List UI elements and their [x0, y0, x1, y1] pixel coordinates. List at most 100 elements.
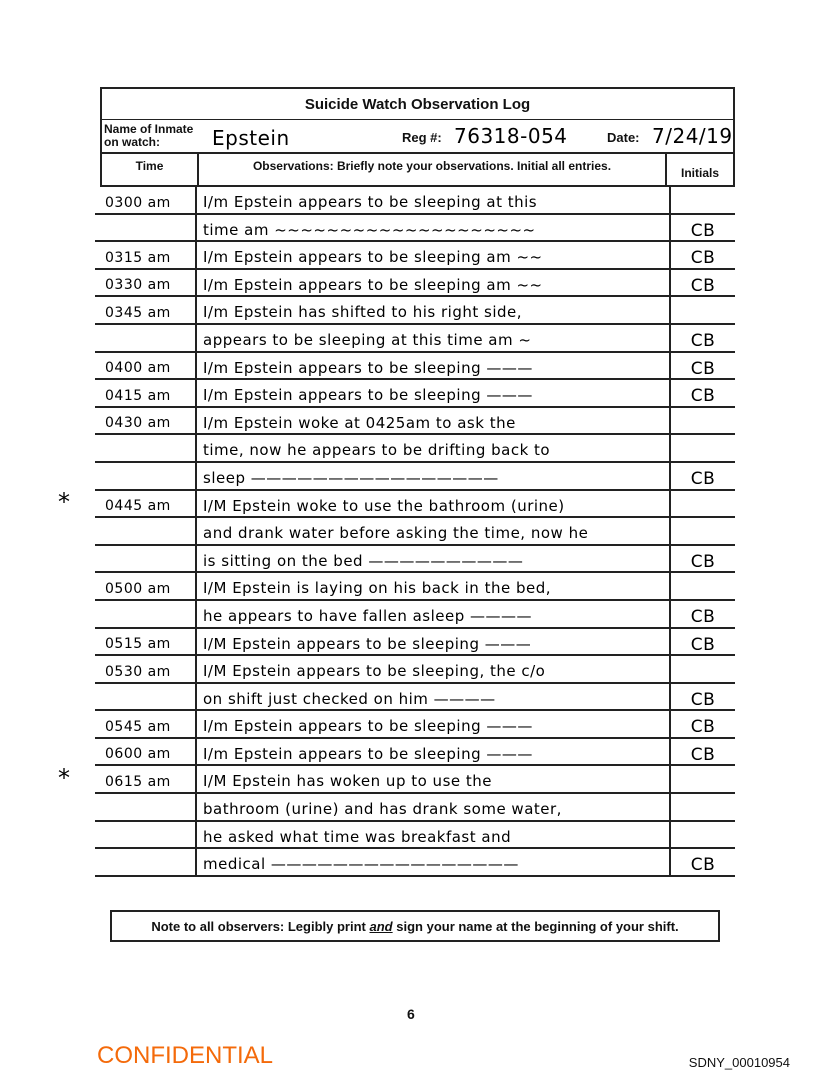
bates-number: SDNY_00010954 — [688, 1055, 790, 1070]
table-row: medical ———————————————— CB — [95, 849, 735, 877]
initials-cell: CB — [671, 739, 735, 765]
date-value: 7/24/19 — [652, 124, 733, 148]
page-number: 6 — [407, 1006, 415, 1022]
observation-text: I/m Epstein appears to be sleeping ——— — [203, 358, 533, 377]
observation-text: I/m Epstein woke at 0425am to ask the — [203, 413, 516, 432]
time-value: 0500 am — [105, 580, 171, 597]
table-row: appears to be sleeping at this time am ~… — [95, 324, 735, 353]
initials-value: CB — [690, 248, 716, 269]
time-cell: 0500 am — [95, 573, 195, 599]
name-label: Name of Inmate on watch: — [104, 123, 193, 149]
initials-cell — [671, 822, 735, 848]
initials-cell: CB — [671, 353, 735, 379]
observation-text: appears to be sleeping at this time am ~ — [203, 330, 532, 349]
observation-text: is sitting on the bed —————————— — [203, 551, 524, 570]
initials-value: CB — [690, 634, 716, 655]
observation-text: medical ———————————————— — [203, 855, 519, 874]
inmate-info-row: Name of Inmate on watch: Epstein Reg #: … — [100, 120, 735, 154]
log-rows: 0300 am I/m Epstein appears to be sleepin… — [58, 187, 735, 877]
observation-text: I/M Epstein has woken up to use the — [203, 772, 492, 791]
observation-cell: I/m Epstein appears to be sleeping ——— — [195, 738, 671, 765]
observation-cell: I/m Epstein appears to be sleeping ——— — [195, 711, 671, 737]
observation-cell: is sitting on the bed —————————— — [195, 545, 671, 572]
initials-cell: CB — [671, 215, 735, 241]
initials-cell: CB — [671, 601, 735, 627]
initials-cell: CB — [671, 684, 735, 710]
observation-text: I/m Epstein appears to be sleeping ——— — [203, 717, 533, 736]
initials-cell — [671, 435, 735, 461]
observation-cell: I/m Epstein appears to be sleeping ——— — [195, 380, 671, 406]
time-value: 0400 am — [105, 360, 171, 377]
table-row: 0315 am I/m Epstein appears to be sleepin… — [95, 242, 735, 270]
observation-text: on shift just checked on him ———— — [203, 689, 496, 708]
observation-cell: he asked what time was breakfast and — [195, 821, 671, 848]
form-title: Suicide Watch Observation Log — [100, 87, 735, 120]
time-cell: 0300 am — [95, 187, 195, 213]
time-cell — [95, 822, 195, 848]
time-cell — [95, 684, 195, 710]
table-row: 0515 am I/M Epstein appears to be sleepin… — [95, 628, 735, 657]
time-cell — [95, 546, 195, 572]
initials-cell — [671, 766, 735, 792]
observation-text: I/m Epstein appears to be sleeping am ~~ — [203, 248, 543, 267]
initials-cell — [671, 573, 735, 599]
table-row: 0530 am I/M Epstein appears to be sleepin… — [95, 656, 735, 684]
initials-cell: CB — [671, 463, 735, 489]
initials-value: CB — [690, 220, 716, 241]
time-cell: 0330 am — [95, 270, 195, 296]
initials-value: CB — [690, 744, 716, 765]
date-label: Date: — [607, 130, 640, 145]
col-initials-header: Initials — [680, 166, 719, 180]
table-row: 0500 am I/M Epstein is laying on his back… — [95, 573, 735, 601]
table-row: and drank water before asking the time, … — [95, 518, 735, 546]
table-row: 0415 am I/m Epstein appears to be sleepin… — [95, 380, 735, 408]
observation-cell: I/M Epstein appears to be sleeping, the … — [195, 656, 671, 682]
initials-value: CB — [690, 855, 716, 876]
inmate-name: Epstein — [212, 126, 290, 150]
time-cell: 0315 am — [95, 242, 195, 268]
time-cell: 0515 am — [95, 629, 195, 655]
observation-cell: I/m Epstein has shifted to his right sid… — [195, 297, 671, 323]
observation-cell: I/m Epstein woke at 0425am to ask the — [195, 407, 671, 434]
observation-cell: I/M Epstein has woken up to use the — [195, 766, 671, 793]
observation-text: he asked what time was breakfast and — [203, 827, 512, 846]
table-row: 0300 am I/m Epstein appears to be sleepin… — [95, 187, 735, 215]
observation-text: I/m Epstein appears to be sleeping at th… — [203, 193, 538, 211]
table-row: * 0445 am I/M Epstein woke to use the bath… — [58, 488, 735, 519]
initials-value: CB — [690, 551, 716, 572]
initials-cell: CB — [671, 546, 735, 572]
observation-cell: appears to be sleeping at this time am ~ — [195, 324, 671, 351]
time-cell: * 0445 am — [58, 488, 195, 516]
observation-text: I/M Epstein is laying on his back in the… — [203, 579, 551, 598]
reg-number: 76318-054 — [454, 124, 568, 148]
time-cell — [95, 849, 195, 875]
observation-cell: I/M Epstein woke to use the bathroom (ur… — [195, 490, 671, 517]
table-row: * 0615 am I/M Epstein has woken up to use … — [58, 764, 735, 795]
observation-cell: and drank water before asking the time, … — [195, 518, 671, 544]
observation-text: I/M Epstein appears to be sleeping, the … — [203, 662, 546, 681]
initials-cell — [671, 408, 735, 434]
table-row: sleep ———————————————— CB — [95, 462, 735, 491]
table-row: is sitting on the bed —————————— CB — [95, 545, 735, 574]
observation-text: time, now he appears to be drifting back… — [203, 441, 551, 460]
time-value: 0300 am — [105, 194, 171, 211]
observation-cell: I/m Epstein appears to be sleeping at th… — [195, 187, 671, 213]
initials-value: CB — [690, 468, 716, 489]
table-row: he asked what time was breakfast and — [95, 821, 735, 850]
initials-cell: CB — [671, 711, 735, 737]
time-cell: 0400 am — [95, 353, 195, 379]
asterisk-mark: * — [58, 764, 71, 793]
time-cell: 0530 am — [95, 656, 195, 682]
time-value: 0430 am — [105, 415, 171, 432]
time-value: 0445 am — [105, 498, 171, 515]
time-cell — [95, 435, 195, 461]
table-row: time am ~~~~~~~~~~~~~~~~~~~~ CB — [95, 214, 735, 243]
time-cell: 0345 am — [95, 297, 195, 323]
table-row: 0330 am I/m Epstein appears to be sleepin… — [95, 269, 735, 298]
time-cell: 0600 am — [95, 739, 195, 765]
table-row: 0430 am I/m Epstein woke at 0425am to ask… — [95, 407, 735, 436]
observation-cell: medical ———————————————— — [195, 849, 671, 875]
observation-cell: on shift just checked on him ———— — [195, 683, 671, 710]
observation-text: I/M Epstein appears to be sleeping ——— — [203, 634, 532, 653]
observation-text: I/m Epstein appears to be sleeping ——— — [203, 386, 533, 405]
